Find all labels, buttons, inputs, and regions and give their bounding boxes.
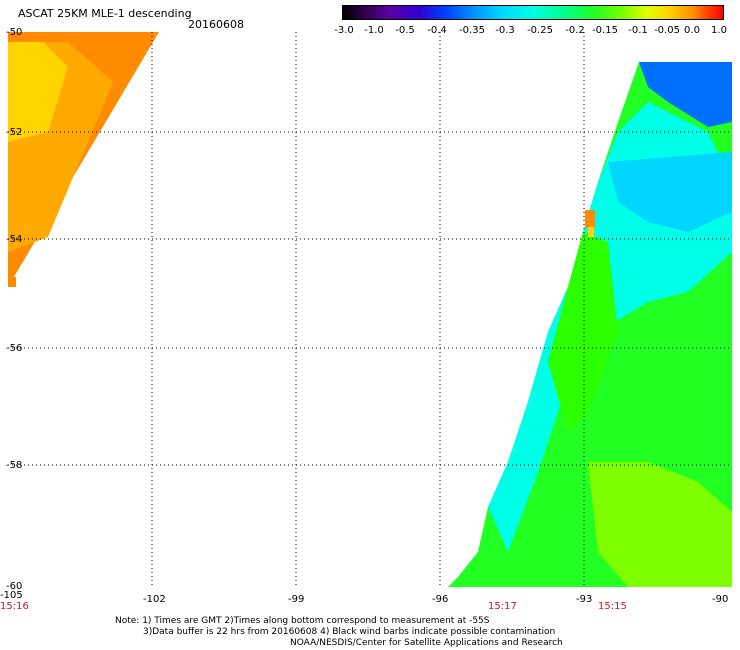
credit-line: NOAA/NESDIS/Center for Satellite Applica… xyxy=(290,638,563,648)
orange-tail xyxy=(8,277,16,287)
time-label: 15:17 xyxy=(488,601,517,612)
green-band xyxy=(548,232,618,432)
colorbar-label: -0.05 xyxy=(654,25,680,36)
colorbar-label: -0.35 xyxy=(459,25,485,36)
lat-label: -54 xyxy=(6,234,23,245)
color-scale-bar xyxy=(342,5,724,20)
colorbar-label: 0.0 xyxy=(684,25,700,36)
yellow-patch xyxy=(8,42,68,142)
colorbar-label: -0.25 xyxy=(527,25,553,36)
colorbar-label: -0.3 xyxy=(495,25,515,36)
colorbar-label: -0.5 xyxy=(395,25,415,36)
graticule xyxy=(8,32,732,587)
orange-swath xyxy=(8,32,159,287)
green-swath xyxy=(448,62,732,587)
lat-label: -50 xyxy=(6,27,23,38)
yellow-speck xyxy=(588,227,594,237)
product-date: 20160608 xyxy=(188,18,244,31)
orange-speck xyxy=(585,210,595,228)
lat-label: -52 xyxy=(6,127,23,138)
lon-label: -96 xyxy=(432,594,449,605)
colorbar-label: -0.2 xyxy=(565,25,585,36)
product-title: ASCAT 25KM MLE-1 descending xyxy=(18,7,192,20)
wind-map xyxy=(8,32,732,587)
colorbar-label: 1.0 xyxy=(711,25,727,36)
lon-label: -102 xyxy=(143,594,166,605)
lon-label: -90 xyxy=(712,594,729,605)
lon-label: -93 xyxy=(576,594,593,605)
aqua-region xyxy=(608,152,732,232)
colorbar-label: -3.0 xyxy=(334,25,354,36)
colorbar-label: -0.1 xyxy=(628,25,648,36)
lat-label: -60 xyxy=(6,581,23,592)
colorbar-label: -0.4 xyxy=(427,25,447,36)
note-line: 3)Data buffer is 22 hrs from 20160608 4)… xyxy=(143,627,556,637)
lat-label: -56 xyxy=(6,343,23,354)
blue-region xyxy=(639,62,732,127)
note-line: Note: 1) Times are GMT 2)Times along bot… xyxy=(115,616,490,626)
colorbar-label: -0.15 xyxy=(592,25,618,36)
lon-label: -105 xyxy=(0,590,23,601)
time-label: 15:15 xyxy=(598,601,627,612)
time-label: 15:16 xyxy=(0,601,29,612)
lime-region xyxy=(588,462,732,587)
lon-label: -99 xyxy=(288,594,305,605)
lat-label: -58 xyxy=(6,460,23,471)
colorbar-label: -1.0 xyxy=(364,25,384,36)
